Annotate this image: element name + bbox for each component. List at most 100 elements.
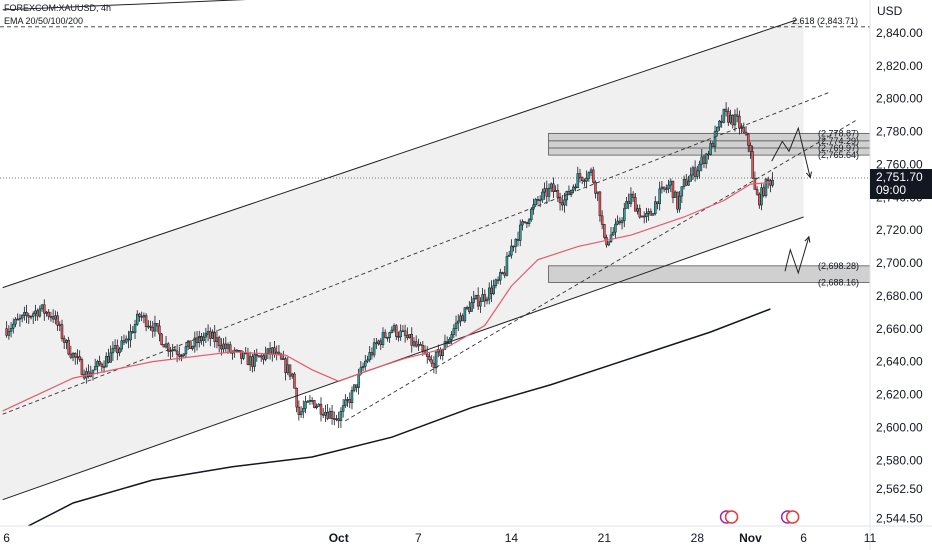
candle xyxy=(507,250,511,257)
candle xyxy=(319,397,323,422)
level-label: (2,774.29) xyxy=(818,136,859,146)
candle xyxy=(598,191,602,222)
candle-body xyxy=(740,127,743,129)
candle-body xyxy=(45,311,48,314)
candle-body xyxy=(676,191,679,210)
candle-body xyxy=(317,403,321,407)
candle xyxy=(527,217,531,227)
candle-body xyxy=(222,343,225,350)
candle xyxy=(124,335,128,344)
y-tick-label: 2,562.50 xyxy=(876,482,923,496)
candle-body xyxy=(366,359,369,362)
candle-body xyxy=(538,199,542,202)
candle-body xyxy=(215,337,219,343)
candle-body xyxy=(605,237,608,246)
candle xyxy=(441,348,444,361)
candle-body xyxy=(443,341,447,350)
candle-body xyxy=(487,287,491,300)
candle-body xyxy=(640,215,644,218)
candle-body xyxy=(618,220,622,224)
candle xyxy=(136,310,139,326)
candle-body xyxy=(724,108,728,112)
candle-body xyxy=(158,325,161,335)
candle-body xyxy=(417,344,420,347)
candle-body xyxy=(271,347,274,355)
candle xyxy=(510,239,513,259)
candle-body xyxy=(330,411,334,419)
candle-body xyxy=(127,338,130,341)
candle-body xyxy=(319,403,323,415)
candle-body xyxy=(122,340,126,343)
candle xyxy=(609,226,613,243)
candle xyxy=(680,186,684,203)
candle-body xyxy=(463,307,467,322)
candle xyxy=(450,331,453,345)
candle xyxy=(580,176,584,184)
candle-body xyxy=(742,127,746,133)
candle-body xyxy=(735,114,739,117)
candle-body xyxy=(78,356,81,360)
dashed-trend-1 xyxy=(2,91,831,415)
candle xyxy=(470,296,473,312)
candle-body xyxy=(96,361,99,367)
candle-body xyxy=(556,190,560,198)
candle xyxy=(764,178,768,198)
candle xyxy=(158,320,161,342)
x-tick-label: 6 xyxy=(800,531,807,545)
candle-body xyxy=(645,213,648,217)
candle xyxy=(321,407,325,418)
candle xyxy=(434,349,438,375)
candle-body xyxy=(321,413,325,416)
candle xyxy=(547,183,551,202)
ema-black-line xyxy=(26,308,771,526)
candle-body xyxy=(704,153,708,164)
candle-body xyxy=(18,317,22,320)
candle xyxy=(368,346,371,363)
candle xyxy=(410,327,414,353)
x-tick-label: 7 xyxy=(415,531,422,545)
candle-body xyxy=(669,180,673,186)
candle xyxy=(341,398,345,418)
candle-body xyxy=(461,315,464,322)
candle xyxy=(678,191,681,213)
candle-body xyxy=(357,373,360,388)
candle xyxy=(153,315,157,337)
candle xyxy=(279,352,283,361)
candle-body xyxy=(682,178,686,187)
candle-body xyxy=(49,316,53,318)
candle xyxy=(505,252,509,277)
indicator-legend[interactable]: EMA 20/50/100/200 xyxy=(4,16,84,26)
candle-body xyxy=(100,363,104,367)
candle-body xyxy=(228,344,232,353)
candle-body xyxy=(7,330,11,336)
candle-body xyxy=(102,366,106,368)
candle-body xyxy=(401,330,405,333)
ema-red-line xyxy=(2,181,771,412)
candle xyxy=(399,324,402,341)
candle-body xyxy=(288,364,292,377)
candle xyxy=(7,325,11,340)
candle-body xyxy=(178,353,181,357)
outer-channel-line xyxy=(2,0,247,11)
y-tick-label: 2,680.00 xyxy=(876,289,923,303)
candle-body xyxy=(434,351,438,369)
candle-body xyxy=(184,346,188,355)
candle-body xyxy=(107,356,110,363)
candle-body xyxy=(140,316,143,318)
candle xyxy=(297,400,301,421)
candle-body xyxy=(251,356,254,367)
candle-body xyxy=(636,208,639,212)
candle xyxy=(352,384,356,393)
current-price-tag[interactable]: 2,751.70 09:00 xyxy=(870,169,932,200)
candle-body xyxy=(5,328,8,336)
candle-body xyxy=(313,400,316,408)
candle-body xyxy=(93,366,97,371)
candle-body xyxy=(149,325,152,328)
candle-body xyxy=(381,332,385,345)
candle xyxy=(751,145,754,179)
candle-body xyxy=(333,418,336,420)
candle-body xyxy=(308,400,312,402)
candle xyxy=(698,160,701,179)
candle-body xyxy=(290,373,294,377)
